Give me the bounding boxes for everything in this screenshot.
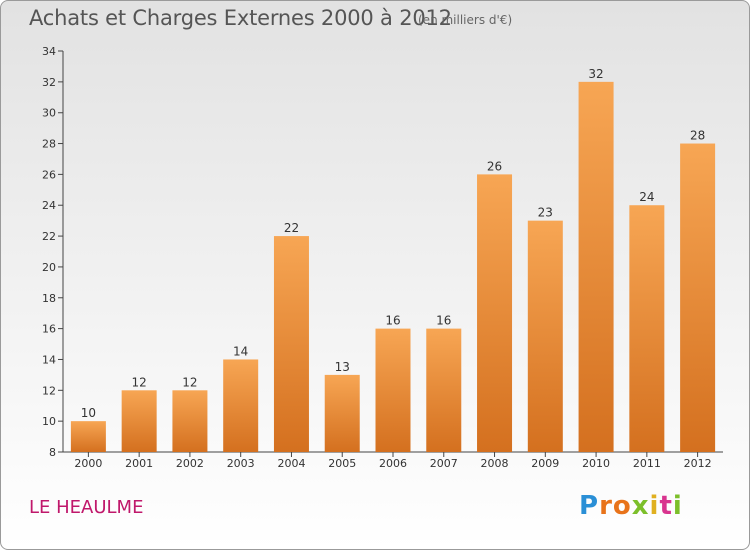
chart-subtitle: (en milliers d'€) <box>418 13 513 27</box>
data-label: 28 <box>690 129 705 143</box>
place-name: LE HEAULME <box>29 497 144 518</box>
data-label: 16 <box>385 314 400 328</box>
y-tick-label: 16 <box>42 323 56 336</box>
y-tick-label: 26 <box>42 168 56 181</box>
bar <box>172 390 208 452</box>
y-tick-label: 18 <box>42 292 56 305</box>
data-label: 14 <box>233 344 248 358</box>
data-label: 16 <box>436 314 451 328</box>
data-label: 32 <box>588 67 603 81</box>
x-tick-label: 2005 <box>328 457 356 470</box>
x-tick-label: 2003 <box>227 457 255 470</box>
data-label: 26 <box>487 159 502 173</box>
y-tick-label: 10 <box>42 415 56 428</box>
y-tick-label: 20 <box>42 261 56 274</box>
bar <box>477 174 513 452</box>
bar <box>680 143 716 453</box>
brand-logo: Proxiti <box>579 491 683 521</box>
y-tick-label: 14 <box>42 353 56 366</box>
brand-letter: t <box>659 491 673 521</box>
bar <box>273 236 309 452</box>
brand-letter: o <box>612 491 632 521</box>
y-tick-label: 12 <box>42 384 56 397</box>
bar <box>121 390 157 452</box>
data-label: 13 <box>335 360 350 374</box>
data-label: 12 <box>182 375 197 389</box>
x-tick-label: 2009 <box>531 457 559 470</box>
brand-letter: P <box>579 491 600 521</box>
x-tick-label: 2010 <box>582 457 610 470</box>
data-label: 12 <box>132 375 147 389</box>
brand-letter: i <box>672 491 683 521</box>
bars <box>70 81 716 453</box>
x-tick-label: 2002 <box>176 457 204 470</box>
y-tick-label: 28 <box>42 138 56 151</box>
bar <box>629 205 665 452</box>
bar <box>375 328 411 452</box>
x-tick-label: 2007 <box>430 457 458 470</box>
x-tick-label: 2001 <box>125 457 153 470</box>
data-label: 22 <box>284 221 299 235</box>
bar <box>527 220 563 452</box>
y-tick-label: 32 <box>42 76 56 89</box>
x-tick-label: 2008 <box>481 457 509 470</box>
brand-letter: r <box>599 491 613 521</box>
chart-title: Achats et Charges Externes 2000 à 2012 <box>29 6 452 30</box>
data-label: 10 <box>81 406 96 420</box>
x-tick-label: 2012 <box>684 457 712 470</box>
x-tick-label: 2000 <box>74 457 102 470</box>
brand-letter: i <box>649 491 660 521</box>
bar <box>223 359 259 452</box>
bar <box>578 81 614 452</box>
bar <box>70 421 106 452</box>
x-tick-label: 2011 <box>633 457 661 470</box>
labels: 2000 10 2001 12 2002 12 2003 14 2004 22 2005 13 2006… <box>74 67 711 470</box>
y-tick-label: 22 <box>42 230 56 243</box>
bar <box>324 374 360 452</box>
bar <box>426 328 462 452</box>
y-tick-label: 8 <box>49 446 56 459</box>
data-label: 23 <box>538 206 553 220</box>
y-tick-label: 34 <box>42 45 56 58</box>
y-tick-label: 30 <box>42 107 56 120</box>
data-label: 24 <box>639 190 654 204</box>
x-tick-label: 2006 <box>379 457 407 470</box>
x-tick-label: 2004 <box>277 457 305 470</box>
brand-letter: x <box>631 491 650 521</box>
y-tick-label: 24 <box>42 199 56 212</box>
